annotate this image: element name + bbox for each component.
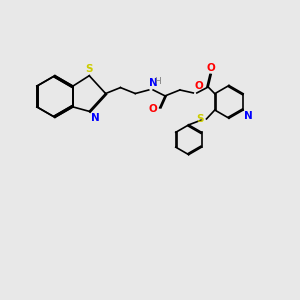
Text: H: H — [154, 77, 160, 86]
Text: S: S — [85, 64, 93, 74]
Text: N: N — [244, 111, 253, 121]
Text: N: N — [149, 78, 158, 88]
Text: S: S — [196, 114, 204, 124]
Text: N: N — [91, 113, 100, 123]
Text: O: O — [148, 104, 157, 114]
Text: O: O — [194, 81, 203, 91]
Text: O: O — [207, 63, 215, 73]
